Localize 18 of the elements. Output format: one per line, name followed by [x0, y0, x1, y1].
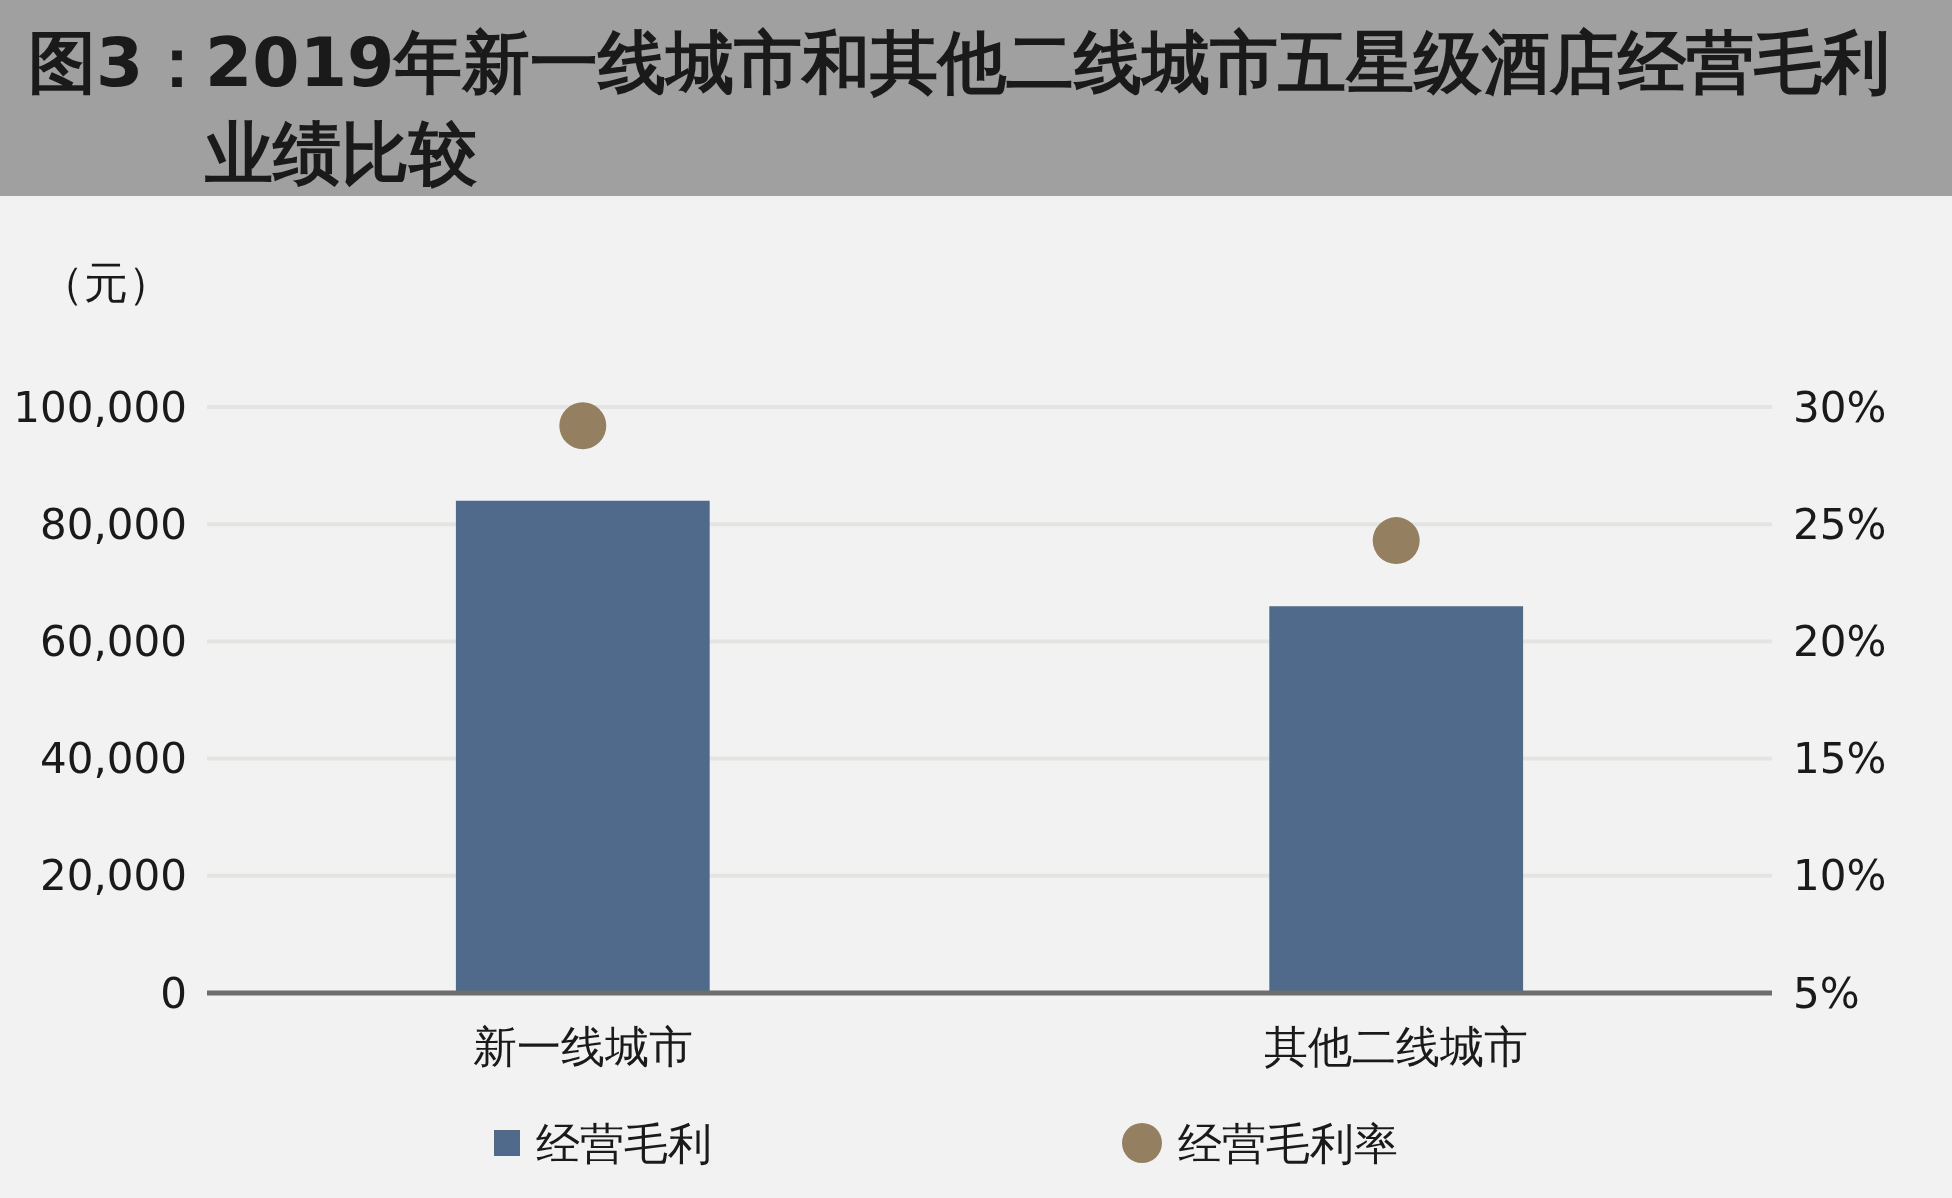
y2-tick-label: 30%	[1793, 382, 1887, 432]
y-axis-title: （元）	[40, 256, 172, 308]
y-tick-label: 40,000	[40, 734, 187, 784]
y-tick-label: 100,000	[13, 382, 187, 432]
x-tick-label: 其他二线城市	[1264, 1020, 1529, 1072]
y2-tick-label: 5%	[1793, 968, 1860, 1018]
y2-tick-label: 20%	[1793, 616, 1887, 666]
y-tick-label: 20,000	[40, 851, 187, 901]
y-tick-label: 60,000	[40, 616, 187, 666]
chart-title: 图3：2019年新一线城市和其他二线城市五星级酒店经营毛利业绩比较	[28, 23, 1891, 193]
x-tick-label: 新一线城市	[472, 1020, 693, 1072]
y2-tick-label: 25%	[1793, 499, 1887, 549]
y-tick-label: 0	[160, 968, 187, 1018]
legend-label: 经营毛利	[536, 1117, 712, 1169]
y2-tick-label: 10%	[1793, 851, 1887, 901]
y-tick-label: 80,000	[40, 499, 187, 549]
legend-label: 经营毛利率	[1178, 1117, 1398, 1169]
y2-tick-label: 15%	[1793, 734, 1887, 784]
